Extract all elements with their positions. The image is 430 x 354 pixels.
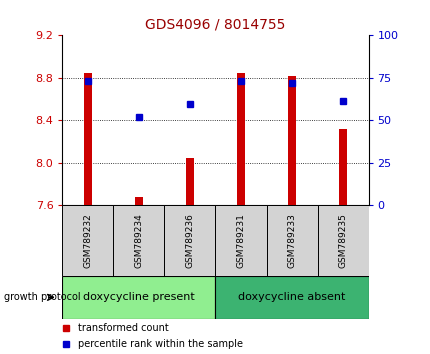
Text: GSM789231: GSM789231 xyxy=(236,213,245,268)
Text: GSM789235: GSM789235 xyxy=(338,213,347,268)
Bar xyxy=(135,197,142,205)
Text: GSM789232: GSM789232 xyxy=(83,213,92,268)
Bar xyxy=(317,205,368,276)
Text: GSM789236: GSM789236 xyxy=(185,213,194,268)
Bar xyxy=(215,205,266,276)
Text: GSM789234: GSM789234 xyxy=(134,213,143,268)
Bar xyxy=(164,205,215,276)
Text: doxycycline absent: doxycycline absent xyxy=(238,292,345,302)
Bar xyxy=(84,73,91,205)
Bar xyxy=(113,205,164,276)
Text: transformed count: transformed count xyxy=(77,323,168,333)
Bar xyxy=(266,205,317,276)
Text: growth protocol: growth protocol xyxy=(4,292,81,302)
Bar xyxy=(339,129,346,205)
Bar xyxy=(186,158,193,205)
Text: percentile rank within the sample: percentile rank within the sample xyxy=(77,339,242,349)
Bar xyxy=(237,73,244,205)
Bar xyxy=(62,205,113,276)
Text: doxycycline present: doxycycline present xyxy=(83,292,194,302)
Bar xyxy=(62,276,215,319)
Bar xyxy=(215,276,368,319)
Bar xyxy=(288,76,295,205)
Text: GSM789233: GSM789233 xyxy=(287,213,296,268)
Title: GDS4096 / 8014755: GDS4096 / 8014755 xyxy=(145,17,285,32)
